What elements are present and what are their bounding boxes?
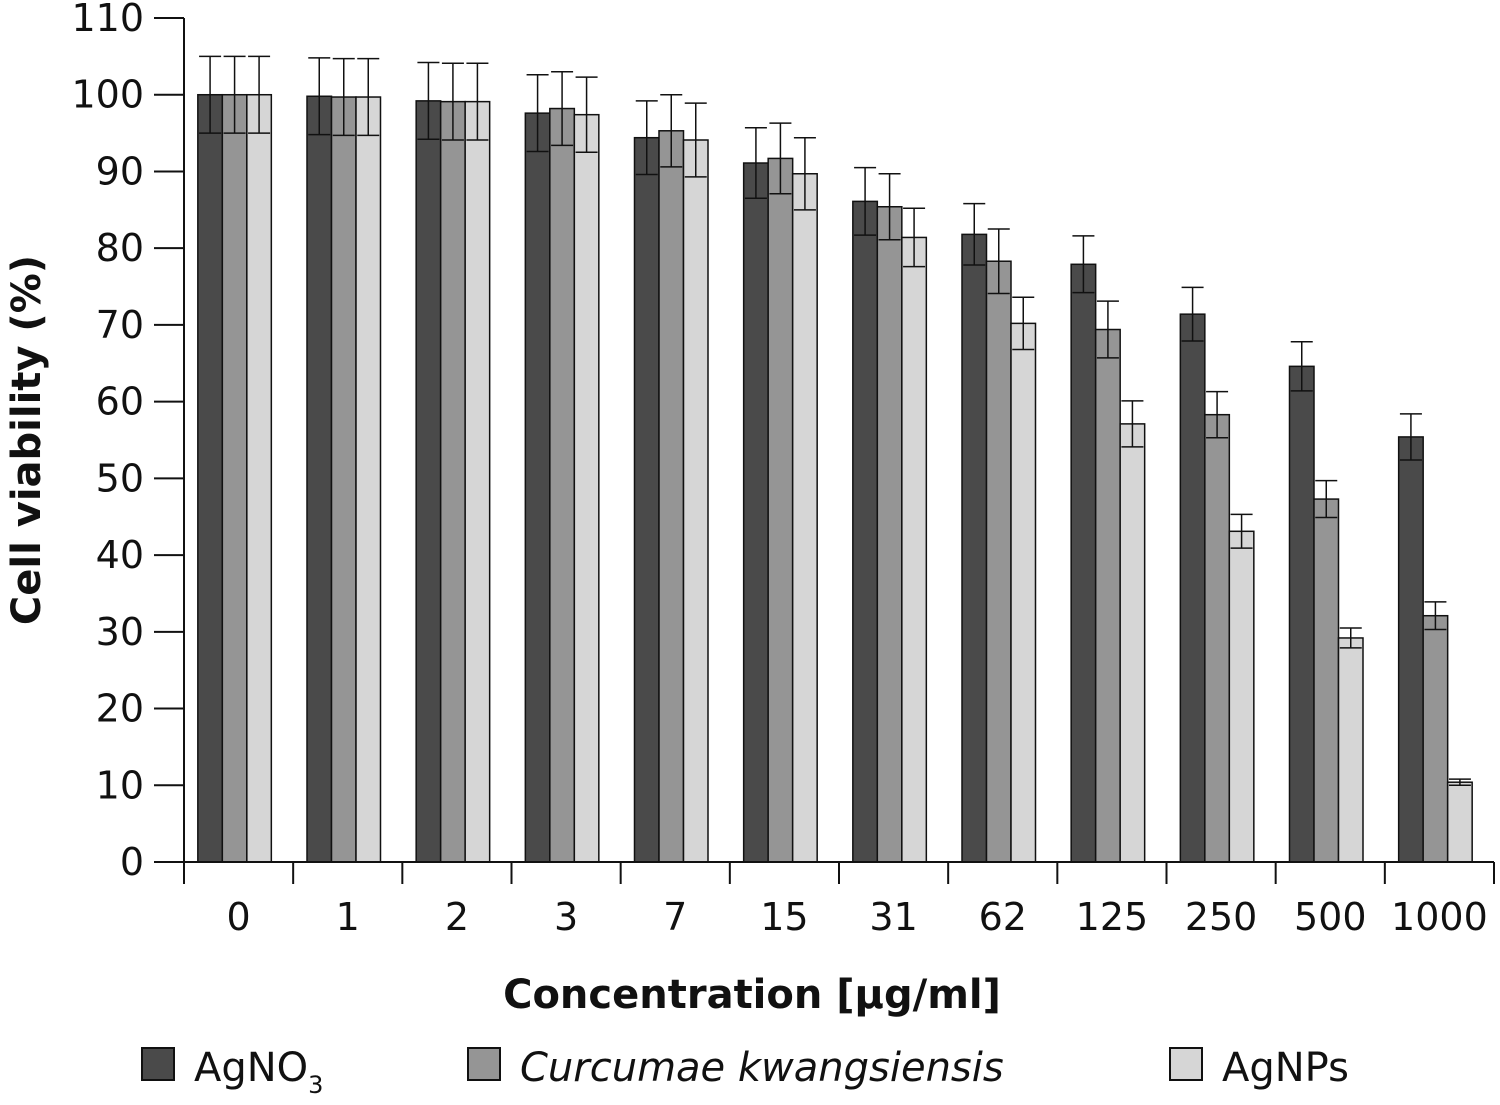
legend-label-0: AgNO3 bbox=[194, 1045, 323, 1099]
x-tick-label-1: 1 bbox=[336, 895, 360, 939]
bar-s2-c8 bbox=[1119, 423, 1146, 863]
legend-swatch-0 bbox=[141, 1047, 175, 1081]
bar-s0-c5 bbox=[742, 162, 769, 863]
bar-s0-c1 bbox=[306, 95, 333, 863]
y-tick-label-60: 60 bbox=[96, 380, 144, 424]
x-tick-label-31: 31 bbox=[869, 895, 917, 939]
bar-s1-c8 bbox=[1094, 328, 1121, 863]
tick-labels-layer: 0 10 20 30 40 50 60 70 80 90 100 110 0 1 2 3 7 15 31 62 125 2… bbox=[71, 0, 1487, 939]
y-tick-label-0: 0 bbox=[120, 840, 144, 884]
y-axis-title: Cell viability (%) bbox=[4, 255, 50, 625]
bar-s1-c1 bbox=[330, 96, 357, 863]
axes-layer bbox=[154, 17, 1495, 884]
bar-s0-c10 bbox=[1288, 365, 1315, 863]
y-tick-label-20: 20 bbox=[96, 687, 144, 731]
bar-s2-c7 bbox=[1010, 322, 1037, 863]
bar-s2-c3 bbox=[573, 113, 600, 863]
x-tick-label-7: 7 bbox=[663, 895, 687, 939]
x-tick-label-125: 125 bbox=[1076, 895, 1149, 939]
legend-label-2: AgNPs bbox=[1222, 1045, 1349, 1091]
y-tick-label-10: 10 bbox=[96, 763, 144, 807]
y-tick-label-30: 30 bbox=[96, 610, 144, 654]
bar-s1-c3 bbox=[549, 107, 576, 863]
legend-label-1: Curcumae kwangsiensis bbox=[520, 1045, 1004, 1091]
bar-s0-c8 bbox=[1070, 263, 1097, 863]
x-tick-label-2: 2 bbox=[445, 895, 469, 939]
legend: AgNO3 Curcumae kwangsiensis AgNPs bbox=[141, 1045, 1349, 1099]
bar-s2-c2 bbox=[464, 100, 491, 863]
bar-s2-c11 bbox=[1446, 781, 1473, 863]
bar-s2-c5 bbox=[791, 173, 818, 863]
bar-s1-c5 bbox=[767, 157, 794, 863]
y-tick-label-40: 40 bbox=[96, 533, 144, 577]
bar-s1-c10 bbox=[1313, 498, 1340, 863]
bar-s0-c2 bbox=[415, 100, 442, 863]
bar-s1-c6 bbox=[876, 205, 903, 863]
bar-s0-c7 bbox=[961, 233, 988, 863]
bar-s0-c11 bbox=[1397, 436, 1424, 863]
legend-swatch-2 bbox=[1169, 1047, 1203, 1081]
x-tick-label-250: 250 bbox=[1185, 895, 1258, 939]
bar-s2-c10 bbox=[1337, 637, 1364, 863]
x-tick-label-62: 62 bbox=[979, 895, 1027, 939]
x-axis-title: Concentration [µg/ml] bbox=[503, 972, 1001, 1018]
y-tick-label-80: 80 bbox=[96, 226, 144, 270]
bar-s0-c3 bbox=[524, 112, 551, 863]
bar-s1-c4 bbox=[658, 130, 685, 863]
bar-s1-c9 bbox=[1204, 413, 1231, 863]
x-tick-label-3: 3 bbox=[554, 895, 578, 939]
bar-s0-c9 bbox=[1179, 313, 1206, 863]
bar-s2-c6 bbox=[901, 236, 928, 863]
bars-layer bbox=[197, 55, 1473, 863]
bar-s0-c6 bbox=[852, 200, 879, 863]
bar-s2-c0 bbox=[246, 93, 273, 863]
legend-swatch-1 bbox=[467, 1047, 501, 1081]
bar-s2-c4 bbox=[682, 139, 709, 863]
bar-s1-c2 bbox=[439, 100, 466, 863]
y-tick-label-90: 90 bbox=[96, 149, 144, 193]
bar-s1-c7 bbox=[985, 260, 1012, 863]
bar-s1-c0 bbox=[221, 93, 248, 863]
y-tick-label-70: 70 bbox=[96, 303, 144, 347]
x-tick-label-500: 500 bbox=[1294, 895, 1367, 939]
y-tick-label-50: 50 bbox=[96, 456, 144, 500]
bar-s1-c11 bbox=[1422, 614, 1449, 863]
x-tick-label-15: 15 bbox=[760, 895, 808, 939]
bar-s0-c4 bbox=[633, 136, 660, 863]
y-tick-label-110: 110 bbox=[71, 0, 144, 40]
bar-s2-c9 bbox=[1228, 530, 1255, 863]
y-tick-label-100: 100 bbox=[71, 73, 144, 117]
legend-label-subscript-0: 3 bbox=[308, 1071, 323, 1099]
bar-s0-c0 bbox=[197, 93, 224, 863]
bar-s2-c1 bbox=[355, 96, 382, 863]
x-tick-label-0: 0 bbox=[226, 895, 250, 939]
x-tick-label-1000: 1000 bbox=[1391, 895, 1488, 939]
